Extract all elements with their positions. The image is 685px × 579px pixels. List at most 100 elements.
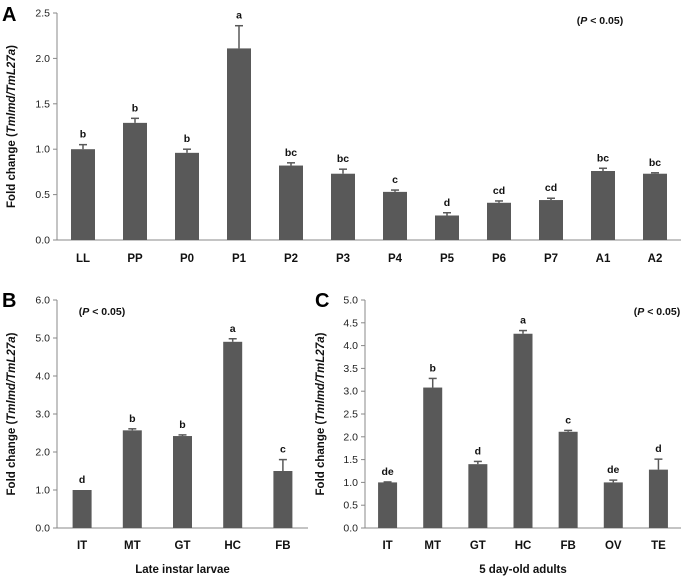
bar [175,152,199,240]
panel-letter-a: A [2,4,16,26]
bar [383,191,407,240]
x-tick-label: MT [424,540,441,552]
x-axis-label: 5 day-old adults [479,564,567,576]
x-tick-label: FB [275,540,290,552]
y-tick-label: 5.0 [343,295,358,307]
y-tick-label: 0.0 [35,235,50,247]
bar [513,333,533,528]
significance-letter: c [392,174,398,186]
y-axis-label: Fold change (Tmlmd/TmL27a) [6,332,18,495]
significance-letter: c [280,444,286,456]
bar [279,165,303,240]
significance-note: (P < 0.05) [634,306,680,318]
x-tick-label: P1 [232,253,247,265]
x-tick-label: HC [515,540,532,552]
chart-panel-c: 0.0 0.5 1.0 1.5 2.0 2.5 3.0 3.5 4.0 4.5 5.0 de IT b MT… [315,295,681,576]
chart-panel-b: 0.0 1.0 2.0 3.0 4.0 5.0 6.0 d IT b MT b GT a HC c FB Fold… [6,295,308,576]
bar [603,482,623,528]
x-tick-label: PP [127,253,143,265]
significance-letter: d [655,443,661,455]
significance-letter: b [80,129,86,141]
bar [591,170,615,240]
x-tick-label: P4 [388,253,403,265]
significance-letter: cd [493,185,505,197]
y-tick-label: 0.5 [343,500,358,512]
y-tick-label: 0.0 [35,523,50,535]
bar [122,430,142,528]
bar [378,482,398,528]
x-tick-label: OV [605,540,622,552]
bar [468,464,488,528]
y-tick-label: 3.5 [343,363,358,375]
y-tick-label: 0.5 [35,189,50,201]
significance-letter: bc [597,152,609,164]
panel-letter-c: C [315,290,329,312]
x-tick-label: LL [76,253,90,265]
significance-letter: b [132,102,138,114]
bar [72,490,92,528]
x-axis-label: Late instar larvae [135,564,230,576]
y-axis-label: Fold change (Tmlmd/TmL27a) [315,332,327,495]
y-tick-label: 2.0 [343,431,358,443]
y-tick-label: 0.0 [343,523,358,535]
x-tick-label: P0 [180,253,194,265]
x-tick-label: P2 [284,253,298,265]
bar [71,149,95,240]
significance-note: (P < 0.05) [79,306,125,318]
x-tick-label: P5 [440,253,455,265]
bar [487,202,511,240]
significance-letter: d [444,197,450,209]
significance-letter: a [236,10,242,22]
y-tick-label: 4.0 [343,340,358,352]
x-tick-label: IT [382,540,392,552]
significance-letter: d [79,474,85,486]
bar [227,48,251,240]
x-tick-label: FB [560,540,575,552]
significance-letter: b [129,413,135,425]
y-tick-label: 3.0 [343,386,358,398]
y-tick-label: 1.0 [35,485,50,497]
x-tick-label: IT [77,540,87,552]
significance-letter: a [520,315,526,327]
y-axis-label: Fold change (Tmlmd/TmL27a) [6,45,18,208]
y-tick-label: 5.0 [35,333,50,345]
significance-letter: b [179,419,185,431]
significance-letter: b [184,133,190,145]
bar [648,469,668,528]
y-tick-label: 2.5 [35,8,50,20]
chart-panel-a: 0.0 0.5 1.0 1.5 2.0 2.5 b LL b PP b P0 a P1 bc P2 bc P3 c P… [6,8,681,265]
bar [435,215,459,240]
bar [173,436,192,528]
y-tick-label: 6.0 [35,295,50,307]
x-tick-label: A1 [596,253,611,265]
y-tick-label: 1.0 [35,144,50,156]
x-tick-label: HC [224,540,241,552]
bar [558,431,578,528]
x-tick-label: TE [651,540,666,552]
x-tick-label: GT [470,540,486,552]
y-tick-label: 2.0 [35,53,50,65]
bar [539,200,563,240]
significance-letter: bc [285,147,297,159]
bar [423,387,443,528]
significance-letter: de [607,464,619,476]
x-tick-label: MT [124,540,141,552]
significance-note: (P < 0.05) [577,15,623,27]
bar [643,173,667,240]
bar [123,122,147,240]
significance-letter: d [475,445,481,457]
y-tick-label: 2.0 [35,447,50,459]
x-tick-label: P6 [492,253,506,265]
y-tick-label: 4.0 [35,371,50,383]
x-tick-label: P7 [544,253,558,265]
y-tick-label: 1.5 [35,98,50,110]
bar [273,471,293,528]
y-tick-label: 4.5 [343,317,358,329]
y-tick-label: 1.0 [343,477,358,489]
significance-letter: b [430,362,436,374]
bar [223,341,243,528]
significance-letter: bc [649,157,661,169]
x-tick-label: GT [175,540,191,552]
significance-letter: cd [545,182,557,194]
